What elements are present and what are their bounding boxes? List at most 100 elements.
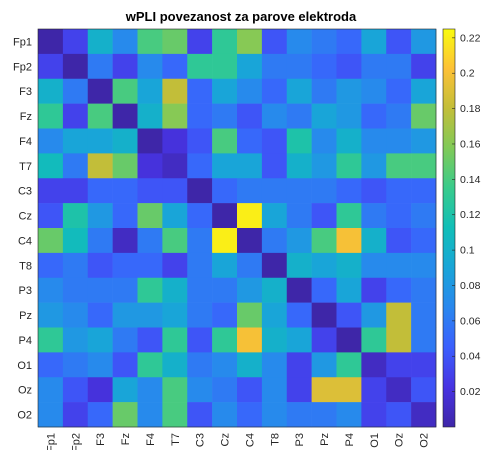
heatmap-cell-fp1-cz [212, 29, 238, 55]
heatmap-cell-oz-cz [212, 377, 238, 403]
x-tick-label: Fz [120, 433, 132, 445]
heatmap-cell-c4-t8 [261, 228, 288, 254]
heatmap-cell-cz-pz [311, 203, 337, 229]
heatmap-cell-fp2-c3 [187, 53, 213, 80]
heatmap-cell-f3-fz [112, 78, 138, 104]
heatmap-cell-t8-fz [112, 252, 138, 279]
x-tick-label: P3 [294, 433, 306, 446]
heatmap-cell-fp1-fp1 [38, 29, 64, 55]
x-tick-label: T7 [170, 433, 182, 446]
heatmap-cell-t8-t8 [261, 252, 288, 279]
heatmap-cell-fp2-t8 [261, 53, 288, 80]
colorbar-tick-label: 0.04 [460, 351, 481, 363]
colorbar-tick-label: 0.12 [460, 209, 481, 221]
heatmap-cell-t7-pz [311, 153, 337, 179]
y-tick-label: T8 [19, 260, 32, 272]
heatmap-cell-oz-oz [386, 377, 412, 403]
heatmap-cell-c4-oz [386, 228, 412, 254]
heatmap-cell-f3-t8 [261, 78, 288, 104]
heatmap-cell-p3-o1 [361, 277, 387, 303]
heatmap-cell-o1-t7 [162, 352, 188, 378]
heatmap-cell-fp2-t7 [162, 53, 188, 80]
heatmap-cell-o2-cz [212, 402, 238, 428]
heatmap-cell-t7-f4 [137, 153, 163, 179]
heatmap-cell-f3-c3 [187, 78, 213, 104]
heatmap-cell-fp1-p4 [336, 29, 362, 55]
heatmap-cell-c3-t7 [162, 178, 188, 204]
heatmap-cell-fz-cz [212, 103, 238, 129]
heatmap-cell-pz-fp2 [62, 302, 89, 328]
heatmap-cell-pz-fp1 [38, 302, 64, 328]
heatmap-cell-c4-pz [311, 228, 337, 254]
heatmap-cell-f4-pz [311, 128, 337, 154]
heatmap-cell-c3-fz [112, 178, 138, 204]
heatmap-cell-fp1-pz [311, 29, 337, 55]
heatmap-cell-f3-f3 [87, 78, 113, 104]
y-tick-label: C4 [18, 235, 32, 247]
heatmap-cell-p3-pz [311, 277, 337, 303]
axes-frame [37, 28, 437, 428]
heatmap-cell-f3-pz [311, 78, 337, 104]
heatmap-cell-f3-t7 [162, 78, 188, 104]
heatmap-cell-oz-t8 [261, 377, 288, 403]
heatmap-cell-c3-o2 [411, 178, 437, 204]
heatmap-cell-o2-f3 [87, 402, 113, 428]
heatmap-cell-oz-o1 [361, 377, 387, 403]
colorbar-tick-label: 0.06 [460, 315, 481, 327]
heatmap-cell-pz-p4 [336, 302, 362, 328]
y-tick-labels: Fp1 Fp2 F3 Fz F4 T7 C3 Cz C4 T8 P3 Pz P4 O1 Oz O2 [13, 36, 32, 421]
heatmap-cell-p3-cz [212, 277, 238, 303]
y-tick-label: Fz [20, 111, 32, 123]
heatmap-cell-fp1-f4 [137, 29, 163, 55]
heatmap-cell-fp1-f3 [87, 29, 113, 55]
heatmap-cell-fp1-o1 [361, 29, 387, 55]
y-tick-label: P4 [19, 335, 32, 347]
heatmap-cell-fp2-o1 [361, 53, 387, 80]
heatmap-cell-f3-p3 [286, 78, 312, 104]
heatmap-cell-o2-o2 [411, 402, 437, 428]
heatmap-cell-fp2-fz [112, 53, 138, 80]
heatmap-cell-t8-t7 [162, 252, 188, 279]
heatmap-cell-c4-fz [112, 228, 138, 254]
heatmap-cell-f4-f3 [87, 128, 113, 154]
heatmap-cell-pz-t8 [261, 302, 288, 328]
heatmap-cell-cz-o2 [411, 203, 437, 229]
heatmap-cell-fz-c4 [237, 103, 263, 129]
heatmap-cell-f4-fz [112, 128, 138, 154]
heatmap-cell-c3-c4 [237, 178, 263, 204]
heatmap-cell-p3-o2 [411, 277, 437, 303]
heatmap-cell-o1-fp2 [62, 352, 89, 378]
heatmap-cell-fp2-cz [212, 53, 238, 80]
heatmap-cell-f4-c4 [237, 128, 263, 154]
heatmap-cell-cz-f4 [137, 203, 163, 229]
heatmap-cell-t8-c3 [187, 252, 213, 279]
heatmap-cell-o2-c4 [237, 402, 263, 428]
heatmap-cell-fz-p3 [286, 103, 312, 129]
heatmap-cell-o2-oz [386, 402, 412, 428]
heatmap-cell-pz-t7 [162, 302, 188, 328]
heatmap-cell-o2-fz [112, 402, 138, 428]
heatmap-cell-c4-fp1 [38, 228, 64, 254]
x-tick-label: T8 [269, 433, 281, 446]
heatmap-cell-f3-o2 [411, 78, 437, 104]
x-tick-label: C4 [244, 433, 256, 447]
heatmap-cell-p3-c4 [237, 277, 263, 303]
heatmap-cell-fz-p4 [336, 103, 362, 129]
heatmap-cell-p4-oz [386, 327, 412, 353]
heatmap-cell-t8-o1 [361, 252, 387, 279]
heatmap-cell-fp2-pz [311, 53, 337, 80]
x-tick-label: C3 [195, 433, 207, 447]
y-tick-label: P3 [19, 285, 32, 297]
y-tick-label: Oz [18, 385, 32, 397]
heatmap-cell-fz-fp2 [62, 103, 89, 129]
heatmap-cell-oz-p3 [286, 377, 312, 403]
heatmap-cell-t7-p3 [286, 153, 312, 179]
heatmap-cell-fp2-f4 [137, 53, 163, 80]
x-tick-label: P4 [344, 433, 356, 446]
heatmap-cell-fp1-fp2 [62, 29, 89, 55]
heatmap-cell-c4-fp2 [62, 228, 89, 254]
heatmap-cell-c4-f3 [87, 228, 113, 254]
x-tick-label: O2 [419, 433, 431, 448]
heatmap-cell-oz-fz [112, 377, 138, 403]
x-tick-labels: Fp1 Fp2 F3 Fz F4 T7 C3 Cz C4 T8 P3 Pz P4 O1 Oz O2 [45, 433, 430, 450]
